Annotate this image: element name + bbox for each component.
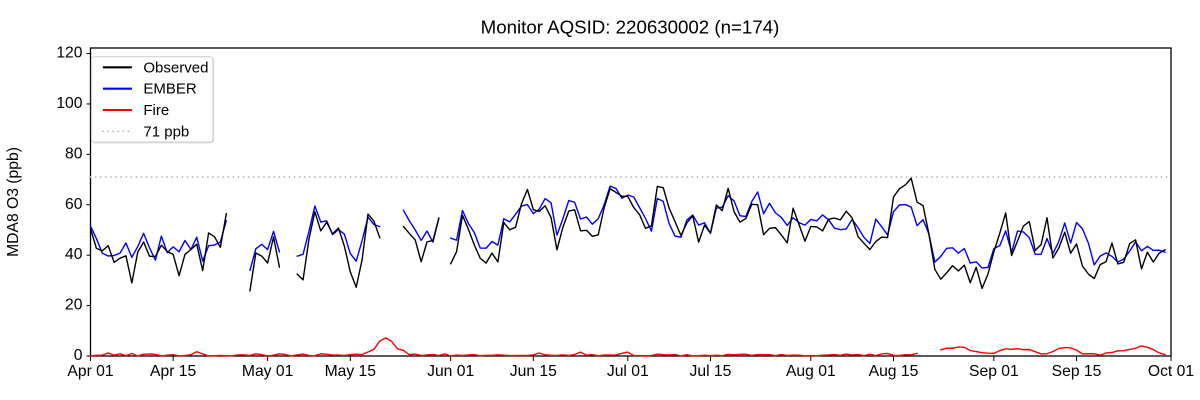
svg-text:20: 20	[65, 297, 83, 314]
svg-text:Fire: Fire	[143, 102, 169, 119]
svg-text:May 15: May 15	[325, 363, 377, 380]
svg-text:Sep 01: Sep 01	[969, 363, 1019, 380]
svg-text:Aug 01: Aug 01	[786, 363, 836, 380]
svg-text:Apr 01: Apr 01	[67, 363, 113, 380]
svg-text:May 01: May 01	[242, 363, 293, 380]
svg-text:Monitor AQSID: 220630002 (n=17: Monitor AQSID: 220630002 (n=174)	[481, 17, 780, 38]
svg-text:0: 0	[74, 347, 83, 364]
svg-text:Jun 01: Jun 01	[427, 363, 474, 380]
svg-text:100: 100	[56, 95, 82, 112]
svg-text:120: 120	[56, 45, 82, 62]
svg-text:Jul 15: Jul 15	[690, 363, 732, 380]
svg-text:MDA8 O3 (ppb): MDA8 O3 (ppb)	[5, 147, 22, 257]
svg-text:Oct 01: Oct 01	[1148, 363, 1194, 380]
svg-text:Observed: Observed	[143, 59, 208, 76]
svg-text:Jun 15: Jun 15	[510, 363, 557, 380]
svg-text:71 ppb: 71 ppb	[143, 123, 189, 140]
svg-text:60: 60	[65, 196, 83, 213]
svg-text:80: 80	[65, 145, 83, 162]
svg-text:EMBER: EMBER	[143, 81, 197, 98]
svg-text:Sep 15: Sep 15	[1052, 363, 1102, 380]
svg-text:40: 40	[65, 246, 83, 263]
svg-text:Apr 15: Apr 15	[150, 363, 196, 380]
svg-text:Jul 01: Jul 01	[607, 363, 649, 380]
svg-text:Aug 15: Aug 15	[869, 363, 919, 380]
